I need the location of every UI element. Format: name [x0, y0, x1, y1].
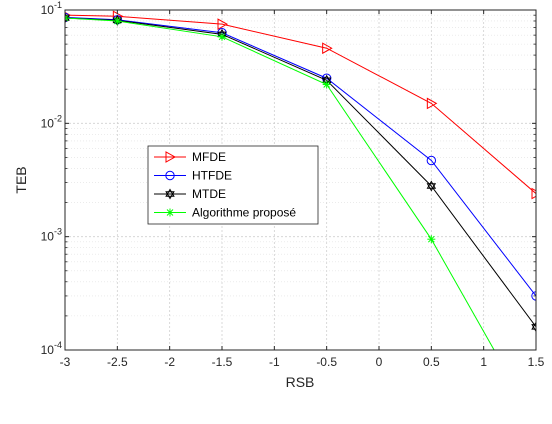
data-point	[217, 18, 229, 31]
series-line	[65, 17, 536, 328]
data-point	[531, 187, 536, 200]
legend-marker	[165, 188, 175, 200]
x-tick-label: 1	[480, 355, 487, 369]
x-tick-label: -1	[269, 355, 280, 369]
plot-frame	[64, 9, 537, 351]
legend-entry: HTFDE	[154, 169, 232, 183]
legend-label: Algorithme proposé	[192, 206, 296, 220]
data-point	[65, 12, 70, 23]
data-point	[65, 13, 69, 22]
x-axis-label: RSB	[286, 374, 315, 390]
data-point	[322, 80, 331, 89]
legend-box	[147, 145, 319, 225]
legend-label: HTFDE	[192, 169, 232, 183]
legend-marker	[165, 151, 177, 163]
x-tick-label: 0	[376, 355, 383, 369]
x-tick-label: 1.5	[528, 355, 545, 369]
data-point	[531, 321, 536, 333]
grid	[65, 10, 536, 350]
ticks: -3 -2.5 -2 -1.5 -1 -0.5 0 0.5 1 1.5 10-4 10-3 10-2 10…	[41, 0, 545, 369]
series-line	[65, 14, 536, 194]
legend-entry: Algorithme proposé	[154, 206, 296, 220]
x-tick-label: -1.5	[212, 355, 233, 369]
x-tick-label: -3	[60, 355, 71, 369]
legend-marker	[166, 208, 174, 217]
y-tick-label: 10-3	[41, 227, 62, 244]
legend-entry: MFDE	[154, 150, 226, 164]
data-point	[218, 32, 226, 41]
series-line	[65, 17, 495, 350]
legend-entry: MTDE	[154, 187, 226, 201]
x-tick-label: -2.5	[107, 355, 128, 369]
series-layer	[65, 10, 536, 350]
data-point	[426, 97, 438, 110]
y-axis-label: TEB	[13, 166, 29, 193]
x-tick-label: -0.5	[316, 355, 337, 369]
series-line	[65, 16, 536, 297]
data-point	[426, 155, 437, 166]
legend: MFDE HTFDE MTDE Algorithme proposé	[147, 145, 319, 225]
series-3	[65, 13, 495, 350]
data-point	[322, 42, 333, 55]
legend-label: MTDE	[192, 187, 226, 201]
data-point	[113, 16, 122, 25]
y-tick-label: 10-1	[41, 0, 62, 17]
y-tick-label: 10-2	[41, 113, 62, 130]
data-point	[427, 235, 436, 244]
x-tick-label: -2	[164, 355, 175, 369]
x-tick-label: 0.5	[423, 355, 440, 369]
legend-marker	[165, 170, 175, 181]
y-tick-label: 10-4	[41, 340, 62, 357]
data-point	[426, 180, 437, 192]
legend-label: MFDE	[192, 150, 226, 164]
